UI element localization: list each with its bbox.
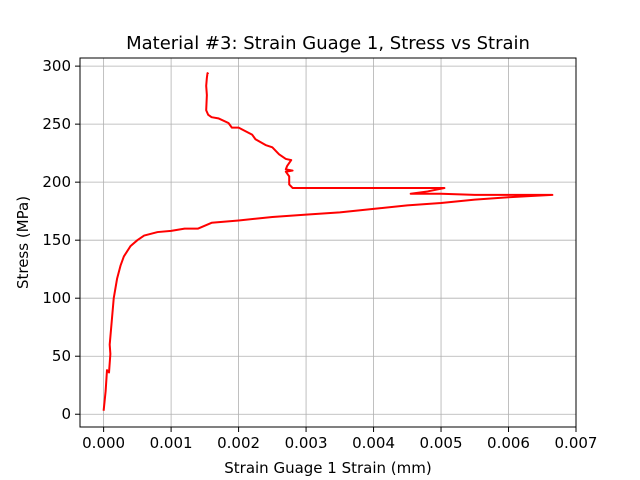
plot-area-frame — [79, 57, 577, 428]
y-axis-label: Stress (MPa) — [14, 196, 32, 289]
x-tick-label: 0.002 — [217, 434, 260, 452]
x-axis-label: Strain Guage 1 Strain (mm) — [224, 459, 432, 477]
axis-ticks: 0.000 0.001 0.002 0.003 0.004 0.005 0.006 0.007… — [42, 57, 597, 452]
y-tick-label: 150 — [42, 231, 71, 249]
y-tick-label: 100 — [42, 289, 71, 307]
series-layer — [102, 72, 554, 411]
y-tick-label: 250 — [42, 115, 71, 133]
y-tick-label: 50 — [52, 347, 71, 365]
y-tick-label: 300 — [42, 57, 71, 75]
chart-title: Material #3: Strain Guage 1, Stress vs S… — [126, 33, 530, 54]
y-tick-label: 0 — [61, 405, 71, 423]
y-tick-label: 200 — [42, 173, 71, 191]
x-tick-label: 0.001 — [150, 434, 193, 452]
x-tick-label: 0.003 — [285, 434, 328, 452]
series-line — [102, 72, 554, 411]
x-tick-label: 0.000 — [82, 434, 125, 452]
x-tick-label: 0.005 — [420, 434, 463, 452]
x-tick-label: 0.006 — [487, 434, 530, 452]
x-tick-label: 0.007 — [555, 434, 598, 452]
x-tick-label: 0.004 — [352, 434, 395, 452]
